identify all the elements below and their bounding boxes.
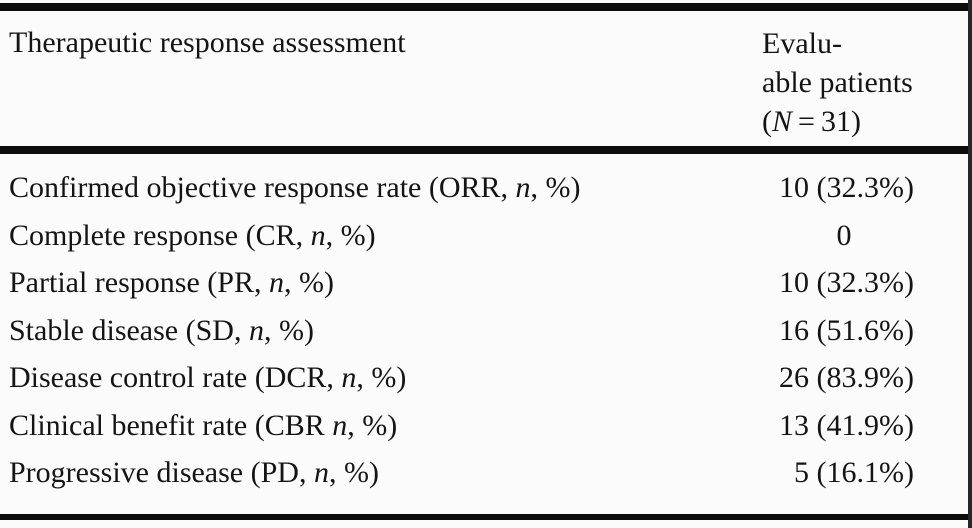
- row-label-italic-n: n: [268, 266, 284, 299]
- header-col2-line3-pre: (: [762, 105, 772, 138]
- table-row: Complete response (CR, n, %) 0: [0, 212, 972, 260]
- table-row: Progressive disease (PD, n, %) 5 (16.1%): [0, 449, 972, 497]
- row-label-italic-n: n: [248, 313, 264, 347]
- table-row: Clinical benefit rate (CBR n, %) 13 (41.…: [0, 402, 972, 450]
- row-label-pre: Disease control rate (DCR,: [9, 361, 342, 394]
- row-label-pre: Clinical benefit rate (CBR: [9, 408, 333, 442]
- row-label: Progressive disease (PD, n, %): [0, 449, 750, 497]
- scan-edge-artifact: [968, 0, 972, 528]
- row-label-post: , %): [356, 361, 407, 394]
- row-value: 0: [836, 218, 852, 252]
- header-col2-line3-italic-N: N: [772, 105, 793, 138]
- table-row: Disease control rate (DCR, n, %) 26 (83.…: [0, 354, 972, 402]
- row-value: 13 (41.9%): [779, 408, 914, 442]
- row-label-post: , %): [347, 408, 398, 442]
- row-label-italic-n: n: [515, 171, 531, 204]
- row-value: 16 (51.6%): [779, 313, 914, 347]
- row-label-post: , %): [328, 456, 379, 489]
- header-col2-line3-post: = 31): [792, 105, 861, 138]
- header-col-evaluable-patients: Evalu- able patients (N = 31): [762, 11, 972, 146]
- row-value: 26 (83.9%): [779, 361, 914, 394]
- row-label: Clinical benefit rate (CBR n, %): [0, 402, 750, 450]
- header-col2-line3: (N = 31): [762, 102, 972, 141]
- row-label-italic-n: n: [332, 408, 348, 442]
- table-rule-bottom: [0, 514, 972, 520]
- row-label-pre: Progressive disease (PD,: [9, 456, 314, 489]
- row-label-post: , %): [325, 218, 376, 252]
- row-label-post: , %): [263, 313, 314, 347]
- row-label-pre: Stable disease (SD,: [9, 313, 249, 347]
- header-col2-line1: Evalu-: [762, 27, 842, 60]
- table-body: Confirmed objective response rate (ORR, …: [0, 154, 972, 514]
- table-row: Confirmed objective response rate (ORR, …: [0, 164, 972, 212]
- row-label-post: , %): [530, 171, 581, 204]
- row-value: 10 (32.3%): [779, 171, 914, 204]
- row-label: Stable disease (SD, n, %): [0, 307, 750, 355]
- row-label-italic-n: n: [310, 218, 326, 252]
- table-header-row: Therapeutic response assessment Evalu- a…: [0, 11, 972, 146]
- row-value: 10 (32.3%): [779, 266, 914, 299]
- table-row: Stable disease (SD, n, %) 16 (51.6%): [0, 307, 972, 355]
- header-col-assessment: Therapeutic response assessment: [9, 26, 406, 59]
- row-label-italic-n: n: [313, 456, 329, 489]
- row-value: 5 (16.1%): [794, 456, 914, 489]
- table-rule-header-divider: [0, 146, 972, 154]
- row-label: Confirmed objective response rate (ORR, …: [0, 164, 750, 212]
- table-row: Partial response (PR, n, %) 10 (32.3%): [0, 259, 972, 307]
- row-label-post: , %): [283, 266, 334, 299]
- row-label-pre: Partial response (PR,: [9, 266, 269, 299]
- row-label-pre: Complete response (CR,: [9, 218, 311, 252]
- row-label: Complete response (CR, n, %): [0, 212, 750, 260]
- row-label-italic-n: n: [341, 361, 357, 394]
- table-rule-top: [0, 3, 972, 11]
- row-label-pre: Confirmed objective response rate (ORR,: [9, 171, 516, 204]
- header-col2-line2: able patients: [762, 66, 913, 99]
- row-label: Partial response (PR, n, %): [0, 259, 750, 307]
- row-label: Disease control rate (DCR, n, %): [0, 354, 750, 402]
